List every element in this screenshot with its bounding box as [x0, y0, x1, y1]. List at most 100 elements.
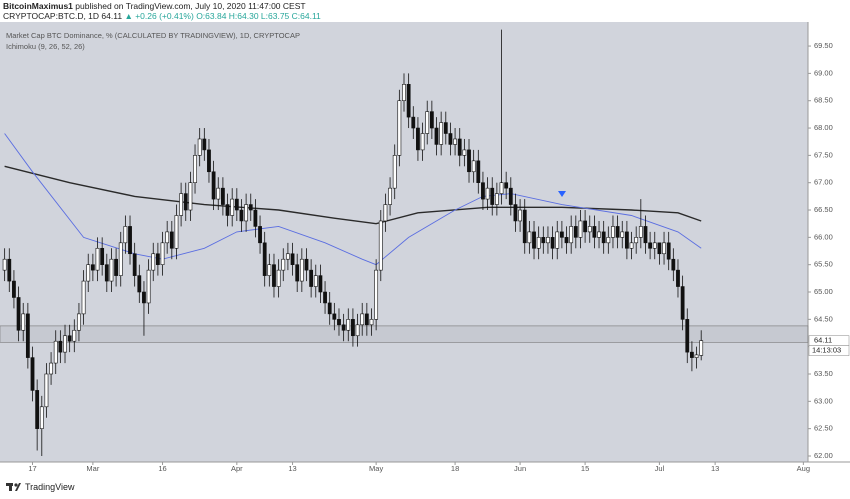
candle-body: [666, 242, 671, 260]
candle-body: [95, 247, 100, 271]
price: 64.11: [101, 11, 123, 21]
symbol: CRYPTOCAP:BTC.D, 1D: [3, 11, 100, 21]
candle-body: [309, 269, 314, 287]
candle-body: [555, 231, 560, 249]
candle-body: [248, 204, 253, 211]
candle-body: [624, 231, 629, 249]
candle-body: [197, 138, 202, 156]
ohlc: O:63.84 H:64.30 L:63.75 C:64.11: [196, 11, 321, 21]
candle-body: [634, 237, 639, 244]
candle-body: [536, 237, 541, 249]
candle-body: [457, 138, 462, 156]
candle-body: [239, 209, 244, 222]
candle-body: [262, 242, 267, 276]
candle-body: [327, 302, 332, 315]
candle-body: [53, 340, 58, 364]
countdown-tag: [808, 345, 850, 356]
y-tick-label: 66.50: [814, 205, 833, 214]
candle-body: [313, 275, 318, 287]
candle-body: [569, 226, 574, 244]
x-tick-label: 15: [581, 464, 589, 473]
indicator-line: [4, 165, 702, 225]
candle-body: [286, 253, 290, 260]
candle-body: [383, 204, 388, 222]
candle-body: [137, 275, 142, 293]
candle-body: [364, 313, 369, 326]
candle-body: [392, 155, 397, 189]
y-tick-label: 69.50: [814, 41, 833, 50]
candle-body: [541, 237, 546, 244]
candle-body: [174, 215, 179, 249]
candle-body: [109, 258, 114, 282]
chart: Market Cap BTC Dominance, % (CALCULATED …: [0, 22, 850, 473]
candle-body: [142, 291, 146, 304]
candle-body: [104, 264, 109, 282]
candle-body: [25, 313, 30, 358]
candle-body: [508, 187, 513, 205]
candle-body: [155, 253, 160, 265]
candle-body: [592, 226, 597, 238]
candle-body: [58, 340, 63, 353]
candle-body: [318, 275, 323, 293]
candle-body: [369, 319, 374, 326]
candle-body: [193, 155, 197, 183]
candle-body: [406, 84, 411, 118]
candle-body: [685, 319, 690, 353]
x-tick-label: Aug: [797, 464, 810, 473]
candle-body: [16, 297, 21, 331]
x-tick-label: 13: [711, 464, 719, 473]
header-line: CRYPTOCAP:BTC.D, 1D 64.11 ▲ +0.26 (+0.41…: [3, 11, 850, 21]
candle-body: [425, 111, 430, 134]
candle-body: [374, 269, 379, 320]
candle-body: [44, 373, 49, 408]
candle-body: [522, 209, 527, 244]
y-tick-label: 62.50: [814, 424, 833, 433]
header: BitcoinMaximus1 published on TradingView…: [0, 0, 850, 22]
header-line: BitcoinMaximus1 published on TradingView…: [3, 1, 850, 11]
y-tick-label: 65.50: [814, 260, 833, 269]
candle-body: [12, 280, 16, 298]
candle-body: [230, 198, 235, 216]
candle-body: [132, 253, 137, 276]
candle-body: [518, 209, 522, 222]
x-tick-label: 17: [28, 464, 36, 473]
legend-entry: Ichimoku (9, 26, 52, 26): [6, 42, 85, 51]
candle-body: [179, 193, 184, 216]
candle-body: [499, 182, 504, 194]
candle-body: [341, 324, 346, 331]
x-tick-label: May: [369, 464, 383, 473]
candle-body: [63, 335, 67, 353]
candle-body: [420, 133, 425, 151]
candle-body: [620, 231, 625, 238]
marker-arrow: [558, 191, 566, 197]
candle-body: [490, 187, 495, 205]
candle-body: [643, 226, 648, 244]
candle-body: [337, 319, 341, 326]
candle-body: [532, 231, 536, 249]
candle-body: [583, 220, 588, 233]
candle-body: [90, 264, 95, 271]
candle-body: [118, 242, 123, 276]
candle-body: [346, 319, 351, 331]
candle-body: [638, 226, 643, 238]
candle-body: [351, 319, 355, 337]
candle-body: [694, 354, 699, 358]
x-tick-label: Mar: [86, 464, 99, 473]
candle-body: [295, 264, 300, 282]
candle-body: [587, 226, 592, 233]
x-tick-label: 18: [451, 464, 459, 473]
candle-body: [513, 204, 518, 222]
candle-body: [680, 286, 685, 320]
candle-body: [299, 258, 304, 282]
y-tick-label: 63.50: [814, 369, 833, 378]
candle-body: [402, 84, 406, 102]
x-tick-label: 13: [288, 464, 296, 473]
candle-body: [652, 242, 657, 249]
candle-body: [411, 116, 416, 129]
candle-body: [416, 127, 420, 151]
x-tick-label: 16: [158, 464, 166, 473]
candle-body: [86, 264, 91, 282]
candle-body: [114, 258, 118, 276]
candle-body: [481, 182, 485, 200]
candle-body: [202, 138, 207, 151]
